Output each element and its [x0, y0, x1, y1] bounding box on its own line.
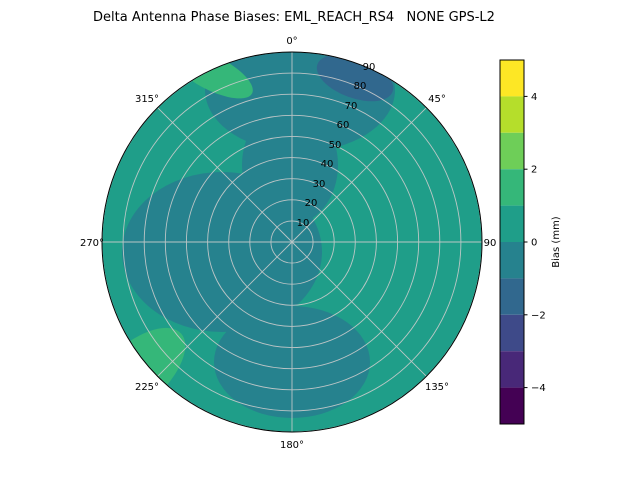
angle-label-45: 45° [428, 94, 446, 105]
radial-label-40: 40 [321, 159, 334, 170]
grid-spoke-225 [157, 241, 293, 377]
radial-label-30: 30 [313, 179, 326, 190]
cbar-seg-3-4 [500, 96, 524, 133]
angle-label-0: 0° [286, 36, 297, 47]
grid-spoke-315 [157, 107, 293, 243]
cbar-seg-0-1 [500, 205, 524, 242]
cbar-seg-4-5 [500, 60, 524, 97]
contour-field [102, 52, 482, 432]
cbar-seg-neg2-neg1 [500, 278, 524, 315]
radial-label-80: 80 [354, 81, 367, 92]
cbar-label-2: 2 [531, 165, 537, 176]
cbar-label-neg4: −4 [531, 383, 546, 394]
angle-label-225: 225° [135, 382, 159, 393]
grid-spoke-135 [291, 241, 427, 377]
colorbar-ticks [524, 95, 528, 389]
polar-grid [102, 52, 482, 432]
radial-label-50: 50 [329, 140, 342, 151]
angle-label-315: 315° [135, 94, 159, 105]
angle-label-270: 270° [80, 238, 104, 249]
angular-tick-labels: 0° 45° 90 135° 180° 225° 270° 315° [80, 36, 496, 451]
angle-label-90: 90 [484, 238, 497, 249]
angle-label-180: 180° [280, 440, 304, 451]
cbar-seg-neg1-0 [500, 242, 524, 279]
cbar-label-4: 4 [531, 92, 537, 103]
contour-band-neg1-0mm-center-west [122, 172, 322, 332]
cbar-label-0: 0 [531, 238, 537, 249]
colorbar-segments [500, 60, 524, 424]
colorbar-tick-labels: 4 2 0 −2 −4 [531, 92, 546, 394]
radial-tick-labels: 10 20 30 40 50 60 70 80 90 [297, 62, 376, 229]
radial-label-10: 10 [297, 218, 310, 229]
radial-label-20: 20 [305, 198, 318, 209]
polar-outline [101, 51, 483, 433]
cbar-seg-neg4-neg3 [500, 351, 524, 388]
chart-title: Delta Antenna Phase Biases: EML_REACH_RS… [93, 10, 495, 25]
cbar-seg-neg3-neg2 [500, 314, 524, 352]
cbar-seg-2-3 [500, 132, 524, 170]
colorbar: 4 2 0 −2 −4 Bias (mm) [499, 59, 562, 425]
radial-label-90: 90 [363, 62, 376, 73]
cbar-seg-neg5-neg4 [500, 387, 524, 424]
radial-label-60: 60 [337, 120, 350, 131]
cbar-seg-1-2 [500, 169, 524, 206]
radial-label-70: 70 [345, 101, 358, 112]
grid-spoke-45 [291, 107, 427, 243]
colorbar-axis-label: Bias (mm) [551, 216, 562, 268]
angle-label-135: 135° [425, 382, 449, 393]
cbar-label-neg2: −2 [531, 310, 546, 321]
